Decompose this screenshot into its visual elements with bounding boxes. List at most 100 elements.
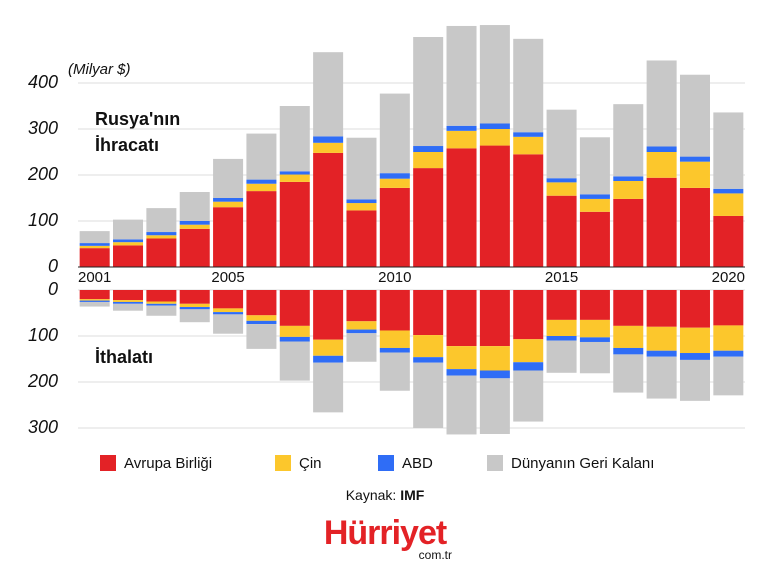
bar-segment <box>579 290 610 320</box>
bar-segment <box>113 303 144 311</box>
bar-segment <box>179 303 210 308</box>
legend-label: Avrupa Birliği <box>124 455 212 472</box>
bar-segment <box>546 340 577 373</box>
bar-segment <box>446 369 477 376</box>
x-tick-label: 2001 <box>78 269 111 286</box>
bar-segment <box>279 174 310 182</box>
bar-segment <box>213 201 244 208</box>
bar-segment <box>713 112 744 189</box>
bar-segment <box>479 123 510 129</box>
bar-segment <box>579 211 610 267</box>
bar-segment <box>646 326 677 351</box>
bar-segment <box>313 152 344 267</box>
bar-segment <box>679 74 710 157</box>
bar-segment <box>246 183 277 192</box>
source: Kaynak: IMF <box>346 487 425 503</box>
bar-segment <box>546 319 577 336</box>
bar-segment <box>413 357 444 363</box>
y-tick-label: 200 <box>27 371 58 391</box>
bar-segment <box>346 321 377 330</box>
bar-segment <box>279 336 310 342</box>
bar-segment <box>146 238 177 267</box>
bar-segment <box>679 359 710 401</box>
y-tick-label: 100 <box>28 325 58 345</box>
bar-segment <box>179 309 210 323</box>
y-tick-label: 200 <box>27 164 58 184</box>
bar-segment <box>479 145 510 267</box>
bar-segment <box>413 290 444 336</box>
bar-segment <box>279 290 310 326</box>
bar-segment <box>246 315 277 321</box>
bar-segment <box>679 290 710 328</box>
bar-segment <box>446 130 477 149</box>
bar-segment <box>513 132 544 137</box>
bar-segment <box>379 330 410 348</box>
bar-segment <box>213 314 244 334</box>
bar-segment <box>613 180 644 199</box>
bar-segment <box>113 239 144 243</box>
x-tick-label: 2010 <box>378 269 411 286</box>
bar-segment <box>146 235 177 239</box>
bar-segment <box>213 308 244 313</box>
bar-segment <box>646 60 677 147</box>
bar-segment <box>513 370 544 422</box>
bar-segment <box>113 245 144 267</box>
bar-segment <box>113 290 144 301</box>
bar-segment <box>179 224 210 229</box>
y-tick-label: 100 <box>28 210 58 230</box>
bar-segment <box>246 191 277 267</box>
bar-segment <box>246 320 277 325</box>
bar-segment <box>713 215 744 267</box>
bar-segment <box>146 290 177 302</box>
bar-segment <box>279 106 310 172</box>
bar-segment <box>79 301 110 307</box>
logo-domain: com.tr <box>419 548 452 562</box>
bar-segment <box>613 104 644 177</box>
source-label: Kaynak: <box>346 487 397 503</box>
bar-segment <box>279 325 310 337</box>
bar-segment <box>313 355 344 363</box>
bar-segment <box>313 339 344 356</box>
bar-segment <box>546 182 577 196</box>
bar-segment <box>546 336 577 341</box>
logo: Hürriyet <box>324 514 447 552</box>
bar-segment <box>346 210 377 267</box>
bar-segment <box>246 324 277 349</box>
bar-segment <box>179 221 210 225</box>
bar-segment <box>646 146 677 152</box>
bar-segment <box>513 362 544 371</box>
bar-segment <box>246 290 277 316</box>
x-tick-label: 2020 <box>712 269 745 286</box>
bar-segment <box>313 52 344 137</box>
bar-segment <box>413 37 444 147</box>
bar-segment <box>479 290 510 347</box>
bar-segment <box>479 370 510 379</box>
bar-segment <box>713 356 744 396</box>
bar-segment <box>213 312 244 315</box>
bar-segment <box>613 325 644 348</box>
bar-segment <box>513 154 544 267</box>
bar-segment <box>446 148 477 267</box>
bar-segment <box>546 109 577 179</box>
legend-key <box>487 455 503 471</box>
bar-segment <box>346 290 377 322</box>
bar-segment <box>213 158 244 198</box>
bar-segment <box>379 178 410 188</box>
bar-segment <box>713 290 744 326</box>
bar-segment <box>213 207 244 267</box>
import-title: İthalatı <box>95 347 153 367</box>
bar-segment <box>346 333 377 362</box>
bar-segment <box>79 290 110 300</box>
export-subtitle: İhracatı <box>95 135 159 155</box>
bar-segment <box>579 341 610 374</box>
bar-segment <box>346 137 377 200</box>
y-tick-label: 400 <box>28 72 58 92</box>
bar-segment <box>446 346 477 370</box>
bar-segment <box>313 142 344 153</box>
bar-segment <box>713 325 744 351</box>
bar-segment <box>146 232 177 236</box>
bar-segment <box>479 25 510 124</box>
bar-segment <box>146 305 177 316</box>
bar-segment <box>113 300 144 302</box>
bar-segment <box>413 146 444 152</box>
